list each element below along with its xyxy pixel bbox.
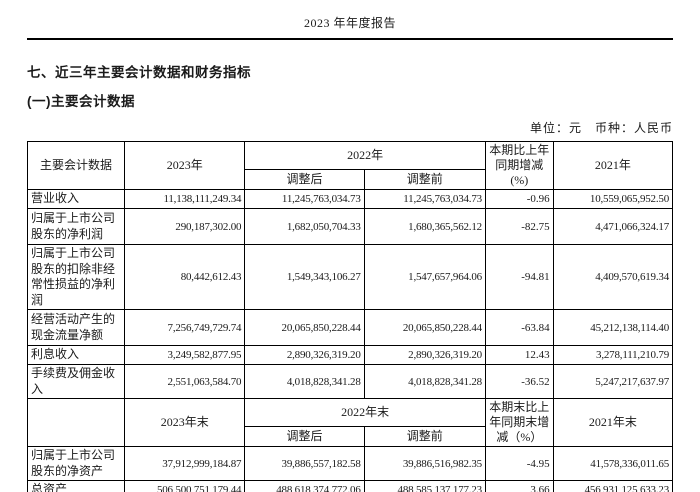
col-header-adjusted-after: 调整后 xyxy=(244,169,365,190)
col-header-adjusted-after: 调整后 xyxy=(244,426,365,447)
value-2023: 37,912,999,184.87 xyxy=(124,446,246,481)
value-change-pct: 3.66 xyxy=(484,480,554,492)
value-2022-adjusted: 4,018,828,341.28 xyxy=(244,364,365,399)
value-change-pct: -94.81 xyxy=(484,244,554,310)
table-row: 营业收入 11,138,111,249.34 11,245,763,034.73… xyxy=(26,189,674,209)
value-2022-original: 488,585,137,177.23 xyxy=(363,480,486,492)
unit-note: 单位：元 币种：人民币 xyxy=(529,121,673,135)
col-header-adjusted-before: 调整前 xyxy=(363,426,486,447)
value-2022-original: 39,886,516,982.35 xyxy=(363,446,486,481)
table-row: 手续费及佣金收入 2,551,063,584.70 4,018,828,341.… xyxy=(26,364,674,399)
col-header-end-change-pct: 本期末比上 年同期末增 减（%） xyxy=(484,398,554,447)
col-header-metric-blank xyxy=(26,398,126,447)
value-2022-original: 2,890,326,319.20 xyxy=(363,345,486,365)
value-2022-adjusted: 11,245,763,034.73 xyxy=(244,189,365,209)
value-2022-adjusted: 39,886,557,182.58 xyxy=(244,446,365,481)
value-2022-original: 11,245,763,034.73 xyxy=(363,189,486,209)
col-header-2023-end: 2023年末 xyxy=(124,398,246,447)
value-2023: 11,138,111,249.34 xyxy=(124,189,246,209)
table-row: 归属于上市公司股东的净利润 290,187,302.00 1,682,050,7… xyxy=(26,208,674,245)
value-2022-original: 20,065,850,228.44 xyxy=(363,309,486,346)
value-change-pct: 12.43 xyxy=(484,345,554,365)
value-2022-adjusted: 2,890,326,319.20 xyxy=(244,345,365,365)
metric-label: 经营活动产生的现金流量净额 xyxy=(26,309,126,346)
value-2022-adjusted: 1,549,343,106.27 xyxy=(244,244,365,310)
col-header-change-pct: 本期比上年 同期增减 (%) xyxy=(484,141,554,190)
table-row: 经营活动产生的现金流量净额 7,256,749,729.74 20,065,85… xyxy=(26,309,674,346)
financial-data-table: 主要会计数据 2023年 2022年 本期比上年 同期增减 (%) 2021年 … xyxy=(26,141,674,492)
value-change-pct: -0.96 xyxy=(484,189,554,209)
value-change-pct: -4.95 xyxy=(484,446,554,481)
col-header-2021: 2021年 xyxy=(552,141,674,190)
value-2022-original: 1,680,365,562.12 xyxy=(363,208,486,245)
value-2023: 290,187,302.00 xyxy=(124,208,246,245)
metric-label: 归属于上市公司股东的扣除非经常性损益的净利润 xyxy=(26,244,126,310)
value-change-pct: -63.84 xyxy=(484,309,554,346)
page-header-title: 2023 年年度报告 xyxy=(27,14,673,40)
col-header-2022: 2022年 xyxy=(244,141,486,170)
metric-label: 利息收入 xyxy=(26,345,126,365)
table-row: 总资产 506,500,751,179.44 488,618,374,772.0… xyxy=(26,480,674,492)
value-2021: 10,559,065,952.50 xyxy=(552,189,674,209)
metric-label: 总资产 xyxy=(26,480,126,492)
value-2023: 506,500,751,179.44 xyxy=(124,480,246,492)
col-header-metric: 主要会计数据 xyxy=(26,141,126,190)
value-2021: 45,212,138,114.40 xyxy=(552,309,674,346)
value-2021: 4,471,066,324.17 xyxy=(552,208,674,245)
value-2021: 456,931,125,633.23 xyxy=(552,480,674,492)
subsection-heading: (一)主要会计数据 xyxy=(27,94,135,109)
col-header-2023: 2023年 xyxy=(124,141,246,190)
metric-label: 归属于上市公司股东的净利润 xyxy=(26,208,126,245)
value-2021: 41,578,336,011.65 xyxy=(552,446,674,481)
value-2023: 7,256,749,729.74 xyxy=(124,309,246,346)
value-2021: 3,278,111,210.79 xyxy=(552,345,674,365)
value-2023: 2,551,063,584.70 xyxy=(124,364,246,399)
value-change-pct: -36.52 xyxy=(484,364,554,399)
section-heading: 七、近三年主要会计数据和财务指标 xyxy=(27,65,251,80)
value-2022-original: 4,018,828,341.28 xyxy=(363,364,486,399)
table-row: 归属于上市公司股东的净资产 37,912,999,184.87 39,886,5… xyxy=(26,446,674,481)
table-header-row-2: 2023年末 2022年末 本期末比上 年同期末增 减（%） 2021年末 xyxy=(26,398,674,447)
value-2022-adjusted: 488,618,374,772.06 xyxy=(244,480,365,492)
table-row: 利息收入 3,249,582,877.95 2,890,326,319.20 2… xyxy=(26,345,674,365)
value-2023: 3,249,582,877.95 xyxy=(124,345,246,365)
value-2022-adjusted: 20,065,850,228.44 xyxy=(244,309,365,346)
col-header-adjusted-before: 调整前 xyxy=(363,169,486,190)
value-2021: 4,409,570,619.34 xyxy=(552,244,674,310)
value-2022-original: 1,547,657,964.06 xyxy=(363,244,486,310)
metric-label: 归属于上市公司股东的净资产 xyxy=(26,446,126,481)
metric-label: 营业收入 xyxy=(26,189,126,209)
col-header-2021-end: 2021年末 xyxy=(552,398,674,447)
table-row: 归属于上市公司股东的扣除非经常性损益的净利润 80,442,612.43 1,5… xyxy=(26,244,674,310)
table-header-row-1: 主要会计数据 2023年 2022年 本期比上年 同期增减 (%) 2021年 xyxy=(26,141,674,190)
value-change-pct: -82.75 xyxy=(484,208,554,245)
value-2023: 80,442,612.43 xyxy=(124,244,246,310)
col-header-2022-end: 2022年末 xyxy=(244,398,486,427)
value-2021: 5,247,217,637.97 xyxy=(552,364,674,399)
metric-label: 手续费及佣金收入 xyxy=(26,364,126,399)
value-2022-adjusted: 1,682,050,704.33 xyxy=(244,208,365,245)
